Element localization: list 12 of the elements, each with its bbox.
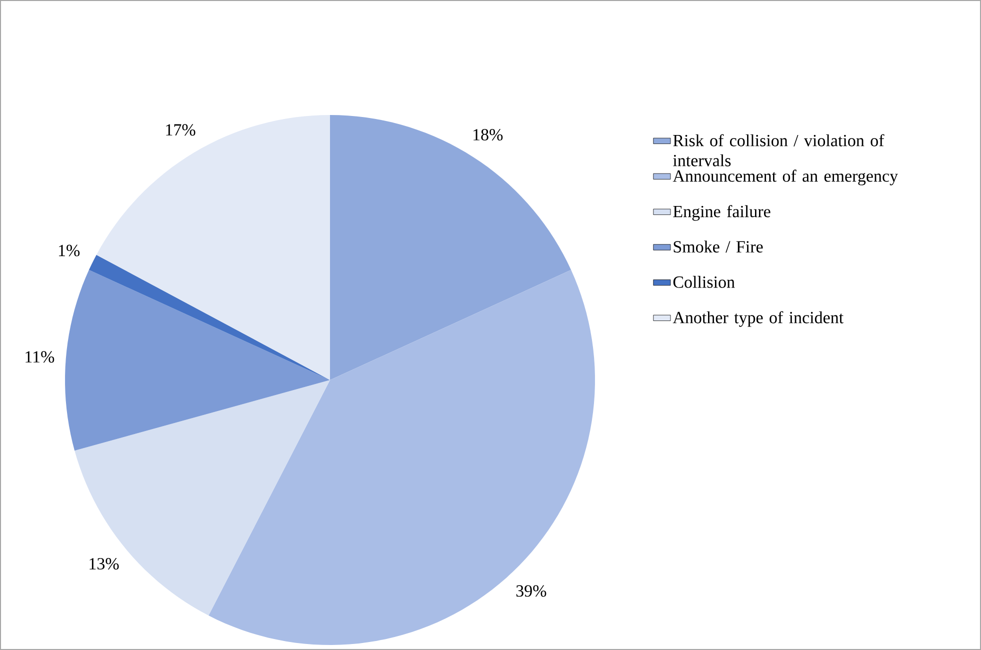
data-label: 39% (516, 585, 546, 597)
data-label: 17% (166, 124, 196, 136)
legend-label: Announcement of an emergency (672, 170, 898, 186)
data-label: 11% (26, 351, 54, 363)
data-label: 18% (474, 128, 503, 141)
legend-label: Collision (673, 276, 735, 288)
legend-label: Risk of collision / violation of intervals (673, 134, 884, 166)
legend-label: Another type of incident (672, 311, 844, 327)
data-label: 13% (90, 558, 119, 570)
legend-label: Smoke / Fire (674, 240, 763, 253)
data-label: 1% (58, 244, 80, 256)
legend-label: Engine failure (673, 205, 770, 221)
